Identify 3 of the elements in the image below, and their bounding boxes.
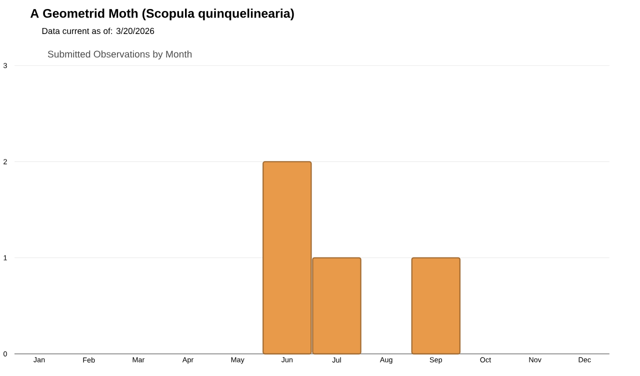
text: Submitted Observations by Month (48, 50, 192, 60)
chart-subtitle: Data current as of: 3/20/2026 (42, 28, 154, 34)
chart-title: A Geometrid Moth (Scopula quinquelinearia) (30, 8, 294, 20)
